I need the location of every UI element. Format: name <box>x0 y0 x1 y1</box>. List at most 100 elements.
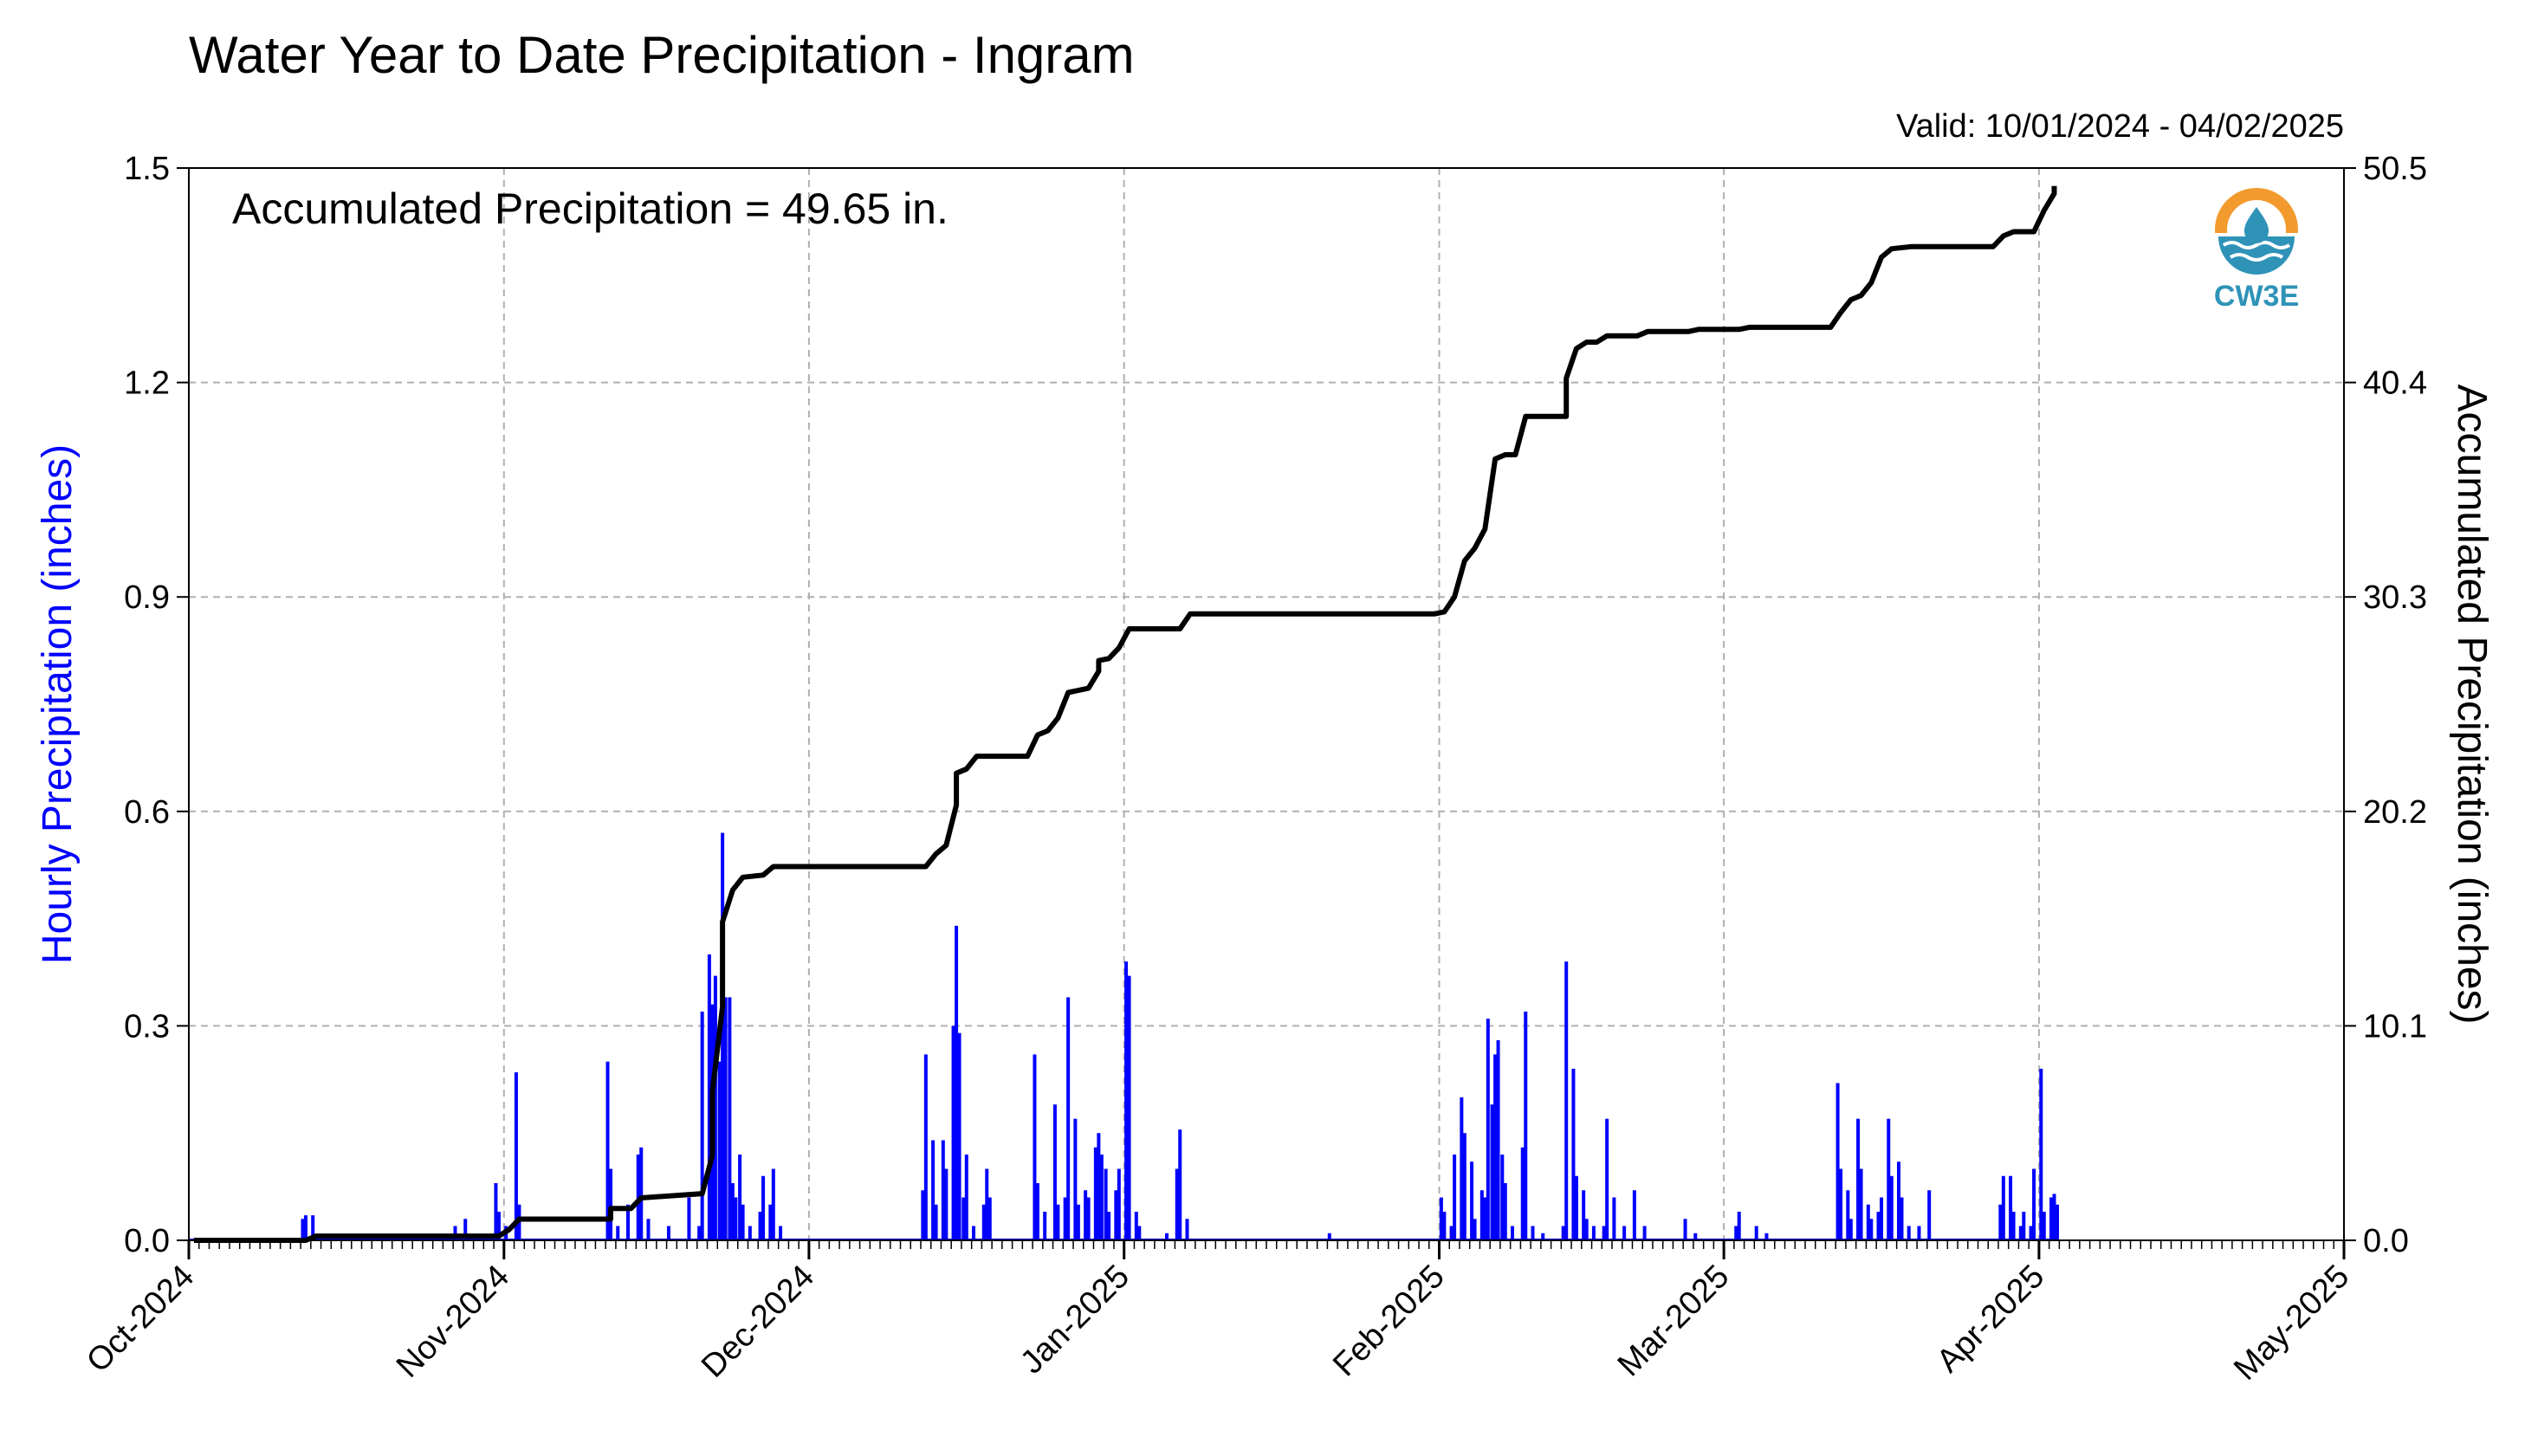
hourly-bar <box>934 1204 938 1240</box>
hourly-bar <box>1093 1147 1097 1240</box>
hourly-bar <box>1839 1168 1843 1240</box>
hourly-bar <box>1632 1190 1636 1240</box>
hourly-bar <box>721 832 725 1240</box>
hourly-bar <box>741 1204 745 1240</box>
hourly-bar <box>771 1168 775 1240</box>
hourly-bar <box>1084 1190 1088 1240</box>
hourly-bar <box>639 1147 644 1240</box>
hourly-bar <box>1460 1097 1464 1240</box>
hourly-bar <box>1564 961 1569 1240</box>
hourly-bar <box>1754 1226 1758 1240</box>
hourly-bar <box>1063 1197 1067 1240</box>
hourly-bar <box>1453 1154 1457 1240</box>
hourly-bar <box>1114 1190 1118 1240</box>
hourly-bar <box>1866 1204 1870 1240</box>
hourly-bar <box>1185 1219 1189 1240</box>
y-tick-label-left: 0.6 <box>124 794 170 831</box>
hourly-bar <box>1165 1233 1169 1240</box>
hourly-bar <box>1052 1104 1057 1240</box>
hourly-bar <box>1439 1197 1443 1240</box>
hourly-bar <box>616 1226 620 1240</box>
hourly-bar <box>1561 1226 1565 1240</box>
hourly-bar <box>1124 961 1129 1240</box>
hourly-bar <box>1642 1226 1647 1240</box>
hourly-bar <box>1035 1182 1039 1240</box>
hourly-bar <box>1602 1226 1606 1240</box>
x-tick-label: Jan-2025 <box>1013 1259 1136 1382</box>
y-axis-label-right: Accumulated Precipitation (inches) <box>2449 384 2495 1024</box>
y-tick-label-left: 0.0 <box>124 1223 170 1259</box>
hourly-bar <box>1099 1154 1104 1240</box>
x-tick-label: Apr-2025 <box>1930 1259 2051 1380</box>
hourly-bar <box>987 1197 992 1240</box>
hourly-bar <box>2029 1226 2033 1240</box>
logo-label: CW3E <box>2214 280 2299 313</box>
hourly-bar <box>1848 1219 1853 1240</box>
hourly-bar <box>931 1140 936 1240</box>
hourly-bar <box>964 1154 968 1240</box>
hourly-bar <box>1612 1197 1616 1240</box>
hourly-bar <box>1917 1226 1921 1240</box>
hourly-bar <box>700 1011 704 1240</box>
hourly-bar <box>961 1197 966 1240</box>
hourly-bar <box>728 997 732 1240</box>
hourly-bar <box>303 1215 308 1240</box>
hourly-bar <box>1086 1197 1091 1240</box>
y-tick-label-right: 10.1 <box>2363 1008 2427 1045</box>
hourly-bar <box>1107 1211 1111 1240</box>
hourly-bar <box>951 1026 955 1240</box>
hourly-bar <box>2018 1226 2023 1240</box>
hourly-bar <box>734 1197 738 1240</box>
hourly-bar <box>2009 1175 2013 1240</box>
hourly-bar <box>1869 1219 1874 1240</box>
hourly-bar <box>1511 1226 1515 1240</box>
hourly-bar <box>1737 1211 1741 1240</box>
hourly-bar <box>1137 1226 1142 1240</box>
accumulated-line <box>193 185 2057 1243</box>
cw3e-logo: CW3E <box>2213 188 2300 313</box>
y-tick-label-right: 0.0 <box>2363 1223 2409 1259</box>
x-tick-label: Dec-2024 <box>695 1259 821 1385</box>
grid-lines <box>189 168 2344 1240</box>
y-tick-label-left: 0.9 <box>124 579 170 616</box>
x-tick-label: Nov-2024 <box>390 1259 516 1385</box>
hourly-bar <box>2039 1068 2043 1240</box>
hourly-bar <box>1076 1204 1080 1240</box>
hourly-bar <box>2042 1211 2046 1240</box>
hourly-bar <box>1496 1039 1500 1240</box>
hourly-bar <box>717 1061 722 1240</box>
hourly-bar <box>1889 1175 1894 1240</box>
hourly-bar <box>1622 1226 1627 1240</box>
x-tick-label: May-2025 <box>2227 1259 2356 1388</box>
hourly-bar <box>609 1168 613 1240</box>
hourly-bar <box>1493 1054 1498 1240</box>
y-axis-label-left: Hourly Precipitation (inches) <box>35 444 81 964</box>
hourly-bar <box>2032 1168 2036 1240</box>
y-tick-label-right: 40.4 <box>2363 366 2427 402</box>
hourly-bar <box>1327 1233 1331 1240</box>
hourly-bar <box>1900 1197 1904 1240</box>
x-tick-label: Mar-2025 <box>1611 1259 1737 1384</box>
hourly-bar <box>1134 1211 1138 1240</box>
hourly-bar <box>1117 1168 1121 1240</box>
hourly-bar <box>453 1226 457 1240</box>
hourly-bar <box>1097 1133 1101 1240</box>
hourly-bar <box>494 1182 498 1240</box>
hourly-bar <box>1880 1197 1884 1240</box>
hourly-bar <box>1584 1219 1589 1240</box>
x-tick-label: Oct-2024 <box>80 1259 201 1380</box>
hourly-bar <box>1531 1226 1535 1240</box>
hourly-bar <box>2049 1197 2054 1240</box>
hourly-bar <box>1500 1154 1505 1240</box>
hourly-bar <box>707 954 711 1240</box>
hourly-bar <box>1056 1204 1060 1240</box>
hourly-bar <box>463 1219 468 1240</box>
hourly-bar <box>768 1204 773 1240</box>
hourly-bar <box>1683 1219 1687 1240</box>
hourly-bar <box>697 1226 702 1240</box>
y-tick-label-left: 1.2 <box>124 366 170 402</box>
y-tick-label-right: 50.5 <box>2363 151 2427 187</box>
accumulated-total-annotation: Accumulated Precipitation = 49.65 in. <box>232 184 948 233</box>
hourly-bar <box>1582 1190 1586 1240</box>
hourly-bar <box>1127 975 1131 1240</box>
